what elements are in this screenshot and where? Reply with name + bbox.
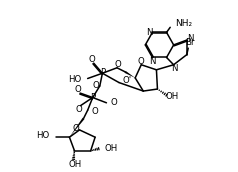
Text: O: O xyxy=(89,55,95,64)
Text: N: N xyxy=(172,64,178,73)
Text: O': O' xyxy=(122,76,131,85)
Text: O: O xyxy=(110,98,117,107)
Text: N: N xyxy=(146,28,152,37)
Text: N: N xyxy=(149,57,156,66)
Text: OH: OH xyxy=(68,160,81,169)
Text: O: O xyxy=(91,107,98,116)
Polygon shape xyxy=(69,118,84,137)
Polygon shape xyxy=(124,71,135,78)
Text: P: P xyxy=(100,68,105,77)
Text: Br: Br xyxy=(185,38,195,47)
Text: P: P xyxy=(90,93,96,102)
Text: HO: HO xyxy=(37,131,50,141)
Text: O: O xyxy=(93,81,99,90)
Text: O: O xyxy=(75,105,82,114)
Text: NH₂: NH₂ xyxy=(175,19,192,28)
Text: O: O xyxy=(114,60,121,69)
Text: O: O xyxy=(73,124,79,133)
Text: O: O xyxy=(138,57,144,66)
Text: N: N xyxy=(187,34,194,43)
Text: O: O xyxy=(75,85,81,94)
Text: OH: OH xyxy=(105,144,118,153)
Text: OH: OH xyxy=(165,92,179,101)
Text: HO: HO xyxy=(68,75,82,84)
